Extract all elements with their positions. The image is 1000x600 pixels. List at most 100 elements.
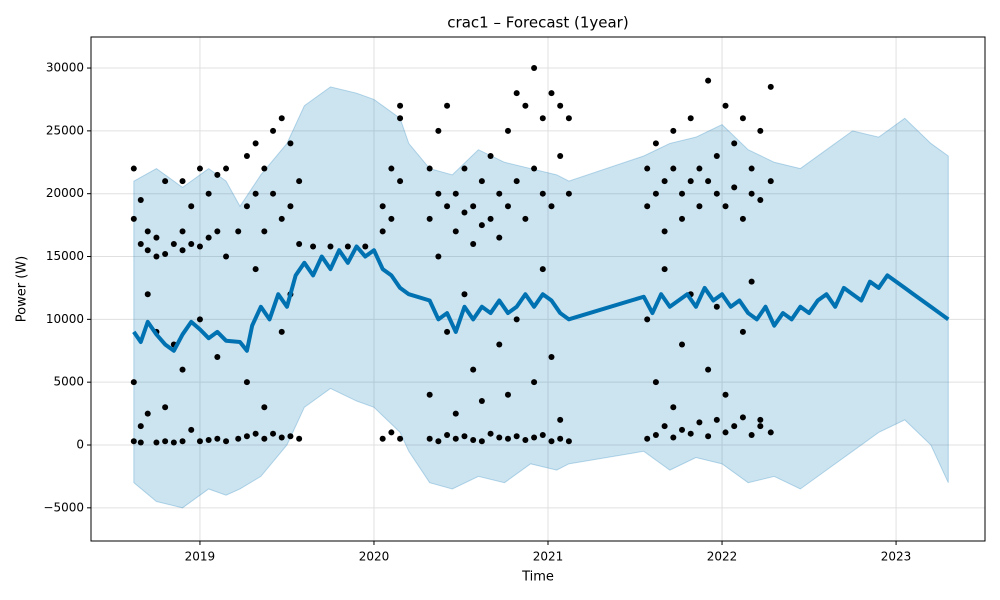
- observed-point: [287, 203, 294, 210]
- observed-point: [461, 165, 468, 172]
- observed-point: [270, 190, 277, 197]
- observed-point: [214, 171, 221, 178]
- observed-point: [557, 152, 564, 159]
- observed-point: [278, 215, 285, 222]
- axes-frame: [90, 36, 986, 542]
- chart-title: crac1 – Forecast (1year): [447, 14, 628, 32]
- observed-point: [205, 190, 212, 197]
- observed-point: [426, 391, 433, 398]
- observed-point: [252, 140, 259, 147]
- observed-point: [705, 433, 712, 440]
- observed-point: [557, 416, 564, 423]
- observed-point: [644, 316, 651, 323]
- observed-point: [188, 426, 195, 433]
- observed-point: [252, 430, 259, 437]
- observed-point: [757, 196, 764, 203]
- observed-point: [461, 209, 468, 216]
- observed-point: [170, 240, 177, 247]
- plot-area: [91, 37, 985, 541]
- observed-point: [144, 228, 151, 235]
- y-axis-label: Power (W): [15, 256, 30, 322]
- observed-point: [767, 83, 774, 90]
- observed-point: [757, 423, 764, 430]
- observed-point: [196, 316, 203, 323]
- observed-point: [504, 127, 511, 134]
- x-tick-label: 2022: [707, 550, 738, 564]
- observed-point: [170, 439, 177, 446]
- observed-point: [137, 423, 144, 430]
- observed-point: [557, 102, 564, 109]
- y-tick-label: 5000: [53, 375, 84, 389]
- observed-point: [179, 178, 186, 185]
- observed-point: [644, 165, 651, 172]
- y-tick-label: 20000: [46, 186, 84, 200]
- observed-point: [261, 228, 268, 235]
- observed-point: [261, 165, 268, 172]
- observed-point: [548, 90, 555, 97]
- observed-point: [379, 203, 386, 210]
- observed-point: [679, 215, 686, 222]
- observed-point: [565, 115, 572, 122]
- observed-point: [397, 178, 404, 185]
- observed-point: [670, 127, 677, 134]
- observed-point: [470, 436, 477, 443]
- observed-point: [296, 240, 303, 247]
- observed-point: [696, 419, 703, 426]
- observed-point: [496, 341, 503, 348]
- observed-point: [504, 391, 511, 398]
- observed-point: [722, 102, 729, 109]
- observed-point: [278, 434, 285, 441]
- observed-point: [205, 436, 212, 443]
- observed-point: [137, 439, 144, 446]
- observed-point: [731, 184, 738, 191]
- observed-point: [713, 190, 720, 197]
- observed-point: [531, 434, 538, 441]
- observed-point: [205, 234, 212, 241]
- observed-point: [713, 416, 720, 423]
- observed-point: [531, 65, 538, 72]
- observed-point: [767, 429, 774, 436]
- observed-point: [731, 140, 738, 147]
- observed-point: [522, 215, 529, 222]
- observed-point: [153, 234, 160, 241]
- observed-point: [661, 423, 668, 430]
- observed-point: [287, 433, 294, 440]
- observed-point: [287, 140, 294, 147]
- observed-point: [144, 247, 151, 254]
- observed-point: [504, 435, 511, 442]
- observed-point: [435, 127, 442, 134]
- y-tick-label: −5000: [43, 500, 84, 514]
- x-tick-label: 2019: [185, 550, 216, 564]
- observed-point: [548, 354, 555, 361]
- observed-point: [278, 115, 285, 122]
- observed-point: [722, 429, 729, 436]
- observed-point: [652, 190, 659, 197]
- observed-point: [652, 140, 659, 147]
- observed-point: [557, 435, 564, 442]
- observed-point: [452, 190, 459, 197]
- observed-point: [243, 379, 250, 386]
- observed-point: [748, 278, 755, 285]
- observed-point: [444, 328, 451, 335]
- observed-point: [452, 435, 459, 442]
- observed-point: [487, 152, 494, 159]
- observed-point: [522, 102, 529, 109]
- observed-point: [137, 240, 144, 247]
- observed-point: [739, 215, 746, 222]
- observed-point: [679, 426, 686, 433]
- x-tick-label: 2020: [359, 550, 390, 564]
- observed-point: [539, 190, 546, 197]
- observed-point: [179, 228, 186, 235]
- observed-point: [196, 243, 203, 250]
- observed-point: [162, 251, 169, 258]
- observed-point: [397, 115, 404, 122]
- observed-point: [513, 316, 520, 323]
- observed-point: [153, 439, 160, 446]
- observed-point: [235, 228, 242, 235]
- observed-point: [188, 203, 195, 210]
- observed-point: [214, 228, 221, 235]
- observed-point: [565, 438, 572, 445]
- observed-point: [470, 203, 477, 210]
